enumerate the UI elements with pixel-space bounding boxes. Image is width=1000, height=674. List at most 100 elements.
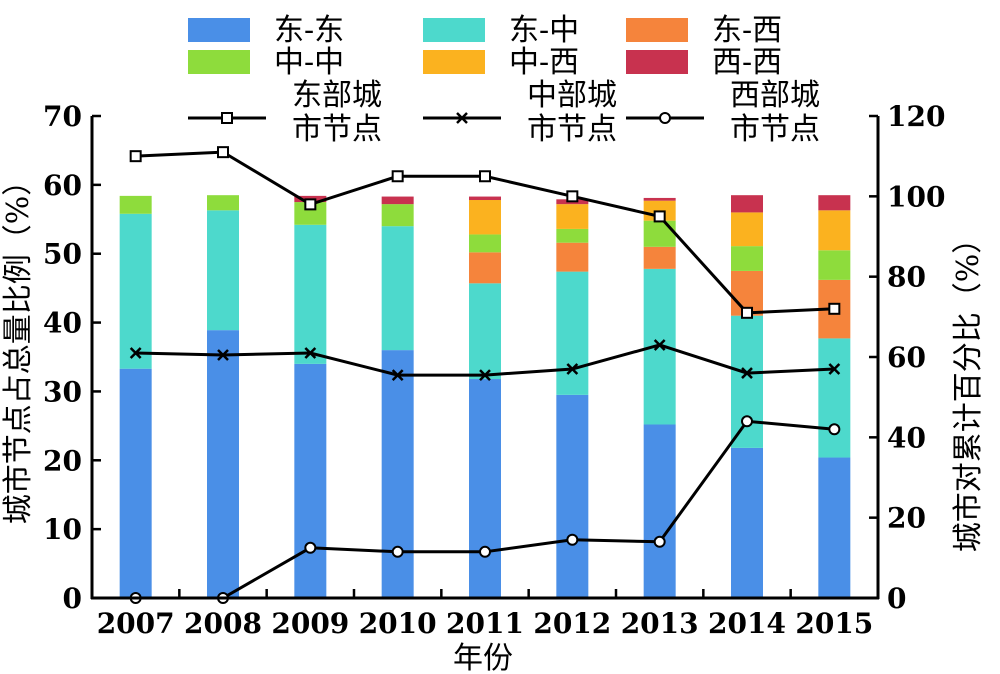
bar-2009-2 (294, 224, 327, 364)
bar-2014-2 (731, 315, 763, 448)
legend-line-label-3-part-1: 西部城 (730, 78, 820, 113)
bar-2011-6 (469, 196, 501, 201)
legend-label-3: 东-西 (712, 13, 782, 48)
legend-label-4: 中-中 (274, 45, 344, 80)
point-1-2007 (129, 150, 142, 163)
x-tick-label-2014: 2014 (708, 607, 786, 640)
lines-layer (129, 146, 841, 604)
point-2-2009-b (304, 347, 317, 359)
point-1-2013 (653, 210, 666, 223)
point-1-2011 (479, 170, 491, 183)
left-tick-label-70: 70 (43, 100, 82, 133)
legend-line-label-2: 中部城市节点 (527, 78, 617, 147)
bar-2013-6 (643, 197, 676, 201)
bar-2015-6 (818, 195, 851, 211)
point-3-2015 (828, 423, 841, 436)
bar-2011-5 (469, 200, 501, 235)
bar-2015-2 (818, 338, 851, 458)
bar-2011-2 (469, 283, 501, 380)
right-tick-label-80: 80 (887, 261, 926, 294)
legend-label-6: 西-西 (712, 45, 782, 80)
point-2-2012-b (566, 363, 579, 375)
point-3-2014 (741, 415, 753, 428)
bar-2013-4 (643, 220, 676, 247)
point-1-2012 (566, 190, 579, 203)
point-2-2010 (391, 369, 404, 381)
legend-label-2: 东-中 (509, 13, 579, 48)
point-2-2011-b (479, 369, 491, 381)
legend-marker-2 (456, 112, 468, 124)
axes: 0 10 20 30 40 50 60 70 0 20 40 60 80 100 120 2007 2008 20… (43, 100, 945, 640)
bar-2015-1 (818, 457, 851, 598)
right-tick-label-60: 60 (887, 341, 926, 374)
left-tick-label-50: 50 (43, 238, 82, 271)
legend-label-5: 中-西 (509, 45, 579, 80)
bar-2012-3 (556, 242, 589, 272)
right-tick-label-100: 100 (887, 180, 945, 213)
x-tick-label-2011: 2011 (446, 607, 524, 640)
left-tick-label-10: 10 (43, 513, 82, 546)
legend-line-label-2-part-1: 中部城 (527, 78, 617, 113)
bar-2008-1 (207, 330, 239, 598)
point-2-2007-b (129, 347, 142, 359)
point-2-2013-b (653, 339, 666, 351)
x-tick-label-2008: 2008 (184, 607, 262, 640)
bar-2015-5 (818, 210, 851, 251)
legend-swatch-6 (626, 50, 688, 74)
x-axis-title: 年份 (453, 641, 513, 674)
bar-2014-1 (731, 447, 763, 598)
bar-2012-1 (556, 394, 589, 598)
legend-line-label-2-part-2: 市节点 (527, 112, 617, 147)
point-2-2010-b (391, 369, 404, 381)
point-1-2010 (391, 170, 404, 183)
point-2-2015 (828, 363, 841, 375)
bar-2011-1 (469, 379, 501, 598)
legend-swatch-4 (188, 50, 250, 74)
legend-swatch-5 (423, 50, 485, 74)
x-tick-label-2010: 2010 (359, 607, 437, 640)
legend-line-label-3: 西部城市节点 (730, 78, 820, 147)
bar-2010-4 (381, 204, 414, 227)
bar-2013-3 (643, 246, 676, 269)
bar-2012-5 (556, 204, 589, 229)
bar-2008-4 (207, 195, 239, 211)
point-1-2009 (304, 198, 317, 211)
bar-2012-4 (556, 228, 589, 243)
bar-2011-3 (469, 252, 501, 284)
legend-line-label-1-part-2: 市节点 (292, 112, 382, 147)
point-1-2014 (741, 306, 753, 319)
left-tick-label-20: 20 (43, 444, 82, 477)
point-3-2012 (566, 533, 579, 546)
bar-2007-4 (119, 195, 152, 214)
point-3-2010 (391, 545, 404, 558)
bar-2015-4 (818, 250, 851, 280)
right-tick-label-0: 0 (887, 582, 906, 615)
legend-label-1: 东-东 (274, 13, 344, 48)
right-tick-label-120: 120 (887, 100, 945, 133)
bar-2007-2 (119, 213, 152, 369)
legend-swatch-3 (626, 18, 688, 42)
point-2-2014-b (741, 367, 753, 379)
point-2-2008-b (217, 349, 229, 361)
right-axis-title: 城市对累计百分比（%） (951, 224, 986, 553)
point-2-2013 (653, 339, 666, 351)
point-2-2008 (217, 349, 229, 361)
left-tick-label-40: 40 (43, 307, 82, 340)
bar-2014-4 (731, 246, 763, 271)
x-tick-label-2007: 2007 (97, 607, 175, 640)
left-tick-label-0: 0 (63, 582, 82, 615)
point-2-2009 (304, 347, 317, 359)
bar-2009-4 (294, 202, 327, 225)
point-2-2011 (479, 369, 491, 381)
left-tick-label-60: 60 (43, 169, 82, 202)
right-tick-label-40: 40 (887, 421, 926, 454)
bar-2014-6 (731, 195, 763, 213)
legend-line-label-1-part-1: 东部城 (292, 78, 382, 113)
bar-2014-5 (731, 212, 763, 247)
bar-2009-1 (294, 363, 327, 598)
point-3-2009 (304, 541, 317, 554)
right-tick-label-20: 20 (887, 502, 926, 535)
x-tick-label-2012: 2012 (533, 607, 611, 640)
legend-swatch-2 (423, 18, 485, 42)
